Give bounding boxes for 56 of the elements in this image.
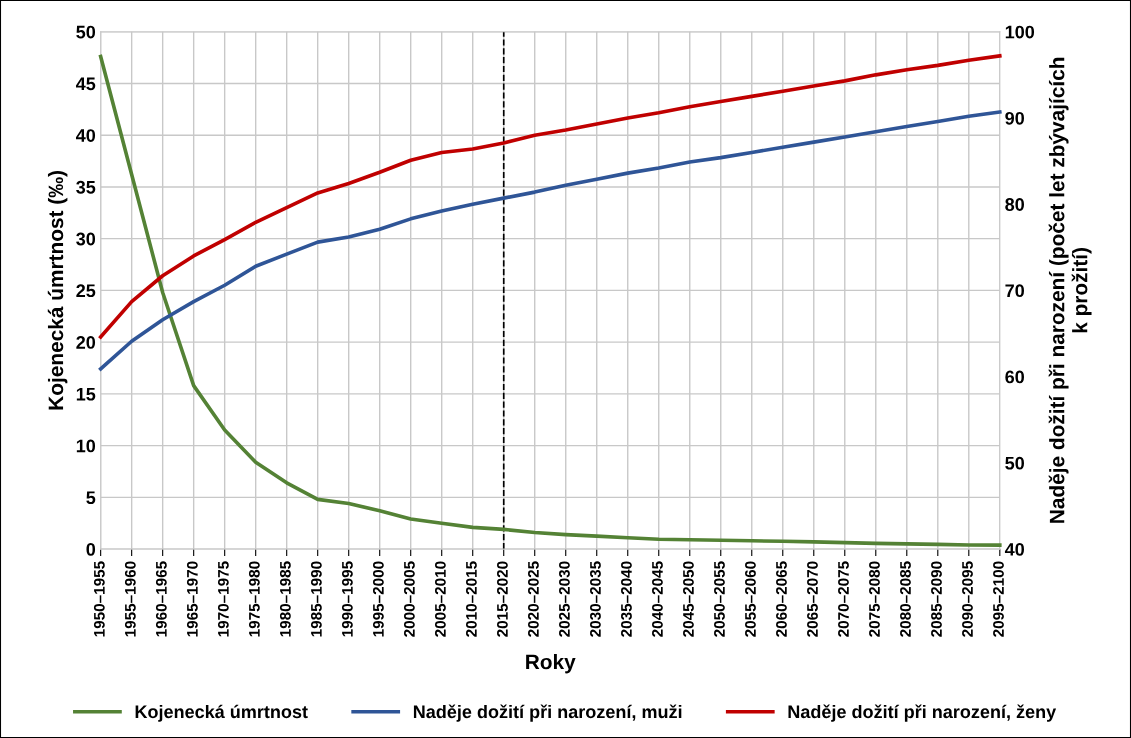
x-tick-label: 2005–2010	[435, 561, 446, 637]
x-tick-label: 2050–2055	[714, 561, 725, 637]
x-tick-label: 2045–2050	[683, 561, 694, 637]
x-tick-label: 1985–1990	[310, 561, 322, 637]
x-tick-label: 2020–2025	[528, 561, 539, 637]
y2-tick-label: 40	[1004, 543, 1025, 556]
y-tick-label: 10	[76, 439, 96, 453]
y-tick-label: 0	[86, 543, 96, 556]
x-tick-label: 1995–2000	[372, 561, 384, 637]
x-tick-label: 2015–2020	[497, 561, 508, 637]
line-series	[98, 54, 1002, 339]
y2-tick-label: 60	[1005, 370, 1025, 384]
y-tick-label: 15	[76, 387, 96, 401]
y-tick-label: 45	[75, 77, 96, 91]
y-tick-label: 35	[76, 180, 96, 194]
legend-label: Kojenecká úmrtnost	[135, 704, 308, 722]
y-tick-label: 20	[76, 336, 96, 349]
x-tick-label: 1965–1970	[186, 561, 198, 637]
x-tick-label: 2000–2005	[403, 561, 415, 637]
x-tick-label: 2080–2085	[900, 561, 911, 637]
y-axis-title: Kojenecká úmrtnost (‰)	[47, 171, 68, 410]
x-tick-label: 2040–2045	[652, 561, 663, 637]
x-tick-label: 2035–2040	[621, 561, 632, 637]
x-tick-label: 1960–1965	[155, 561, 167, 637]
y2-tick-label: 50	[1005, 456, 1025, 470]
y-tick-label: 25	[76, 284, 96, 298]
x-tick-label: 1950–1955	[93, 561, 105, 637]
x-tick-label: 2010–2015	[466, 561, 477, 637]
legend-label: Naděje dožití při narození, ženy	[788, 704, 1057, 722]
line-series	[98, 110, 1002, 371]
legend-label: Naděje dožití při narození, muži	[413, 704, 682, 722]
x-tick-label: 2065–2070	[807, 561, 818, 637]
x-tick-label: 1975–1980	[248, 561, 260, 637]
y2-tick-label: 90	[1005, 111, 1025, 125]
y-tick-label: 40	[75, 129, 96, 142]
x-tick-label: 2070–2075	[838, 561, 849, 637]
x-tick-label: 1980–1985	[279, 561, 291, 637]
x-tick-label: 1955–1960	[124, 561, 136, 637]
y2-tick-label: 70	[1005, 284, 1025, 298]
x-tick-label: 2090–2095	[962, 561, 973, 637]
x-tick-label: 2030–2035	[590, 561, 601, 637]
y-tick-label: 5	[86, 491, 96, 505]
y2-tick-label: 100	[1005, 25, 1035, 39]
x-tick-label: 2085–2090	[931, 561, 942, 637]
x-tick-label: 1970–1975	[217, 561, 229, 637]
x-tick-label: 2060–2065	[776, 561, 787, 637]
x-tick-label: 2095–2100	[993, 561, 1004, 637]
x-tick-label: 2075–2080	[869, 561, 880, 637]
x-tick-label: 2055–2060	[745, 561, 756, 637]
x-tick-label: 2025–2030	[559, 561, 570, 637]
x-axis-title: Roky	[526, 654, 576, 674]
y-tick-label: 50	[76, 25, 96, 39]
y2-axis-title: Naděje dožití při narození (počet let zbývajících k prožití)	[1048, 57, 1092, 523]
x-tick-label: 1990–1995	[341, 561, 353, 637]
y2-tick-label: 80	[1005, 198, 1025, 211]
y-tick-label: 30	[76, 232, 96, 246]
